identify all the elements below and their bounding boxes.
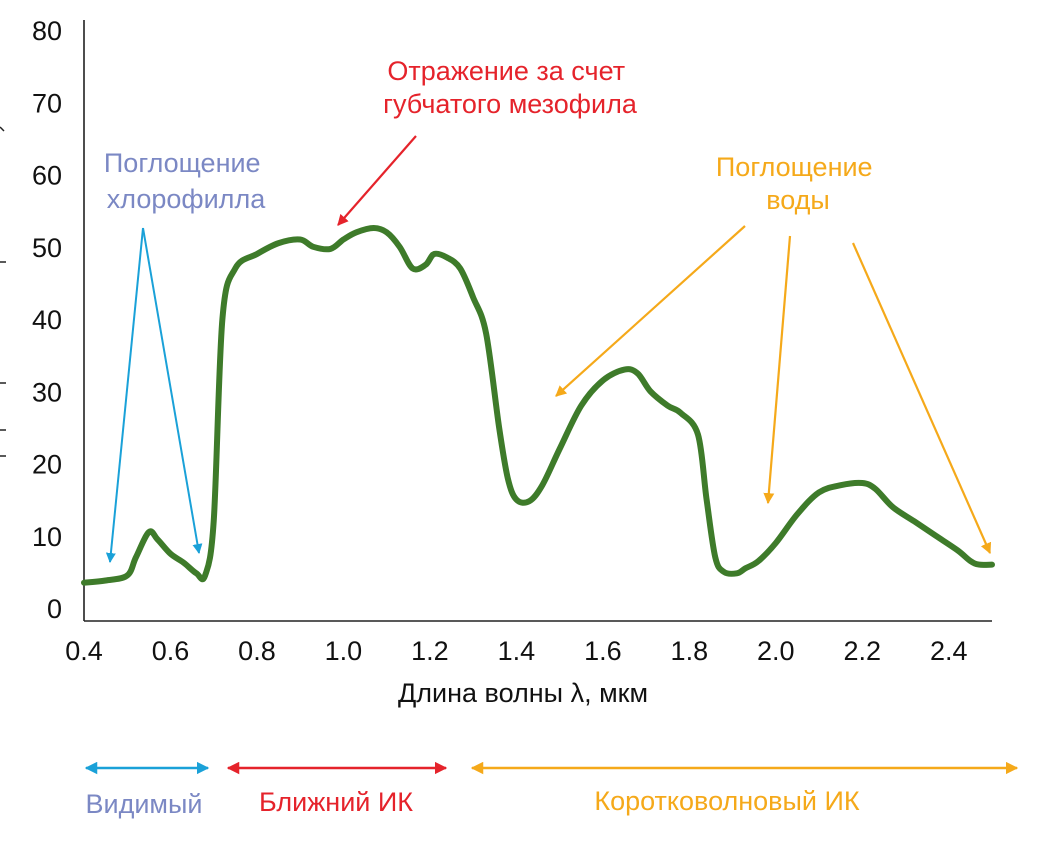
x-tick-label: 1.8 bbox=[671, 636, 709, 666]
y-tick-label: 30 bbox=[32, 377, 62, 407]
water-arrow-3 bbox=[851, 242, 992, 555]
visible-range-label: Видимый bbox=[86, 789, 203, 819]
swir-range-label: Коротковолновый ИК bbox=[594, 786, 860, 816]
y-tick-label: 70 bbox=[32, 88, 62, 118]
mesophyll-annotation-line2: губчатого мезофила bbox=[383, 89, 638, 119]
x-tick-label: 1.0 bbox=[325, 636, 363, 666]
water-annotation-line2: воды bbox=[766, 185, 830, 215]
y-tick-label: 0 bbox=[47, 594, 62, 624]
x-tick-label: 2.0 bbox=[757, 636, 795, 666]
mesophyll-arrow bbox=[337, 135, 417, 226]
x-tick-label: 1.6 bbox=[584, 636, 622, 666]
mesophyll-annotation: Отражение за счет губчатого мезофила bbox=[383, 56, 638, 119]
x-tick-label: 1.2 bbox=[411, 636, 449, 666]
series-line bbox=[81, 225, 995, 586]
mesophyll-annotation-line1: Отражение за счет bbox=[387, 56, 625, 86]
x-tick-label: 0.4 bbox=[65, 636, 103, 666]
x-tick-label: 1.4 bbox=[498, 636, 536, 666]
y-tick-label: 60 bbox=[32, 161, 62, 191]
chlorophyll-annotation-line1: Поглощение bbox=[104, 148, 261, 178]
near-ir-range-label: Ближний ИК bbox=[259, 787, 413, 817]
x-tick-labels: 0.4 0.6 0.8 1.0 1.2 1.4 1.6 1.8 2.0 2.2 2.4 bbox=[65, 636, 967, 666]
y-tick-label: 10 bbox=[32, 522, 62, 552]
water-arrow-1 bbox=[555, 225, 746, 397]
x-tick-label: 2.4 bbox=[930, 636, 968, 666]
left-edge-mark bbox=[0, 126, 5, 132]
chlorophyll-annotation: Поглощение хлорофилла bbox=[104, 148, 268, 214]
y-tick-label: 50 bbox=[32, 233, 62, 263]
y-tick-label: 20 bbox=[32, 450, 62, 480]
chlorophyll-annotation-line2: хлорофилла bbox=[107, 184, 266, 214]
water-annotation: Поглощение воды bbox=[716, 152, 880, 215]
y-tick-label: 40 bbox=[32, 305, 62, 335]
y-tick-label: 80 bbox=[32, 16, 62, 46]
water-arrow-2 bbox=[763, 235, 792, 505]
x-tick-label: 0.8 bbox=[238, 636, 276, 666]
x-tick-label: 2.2 bbox=[844, 636, 882, 666]
y-tick-labels: 0 10 20 30 40 50 60 70 80 bbox=[32, 16, 62, 624]
x-tick-label: 0.6 bbox=[152, 636, 190, 666]
chlorophyll-arrow-left bbox=[105, 227, 144, 563]
water-annotation-line1: Поглощение bbox=[716, 152, 873, 182]
chlorophyll-arrow-right bbox=[142, 227, 203, 554]
x-axis-label: Длина волны λ, мкм bbox=[398, 678, 648, 708]
